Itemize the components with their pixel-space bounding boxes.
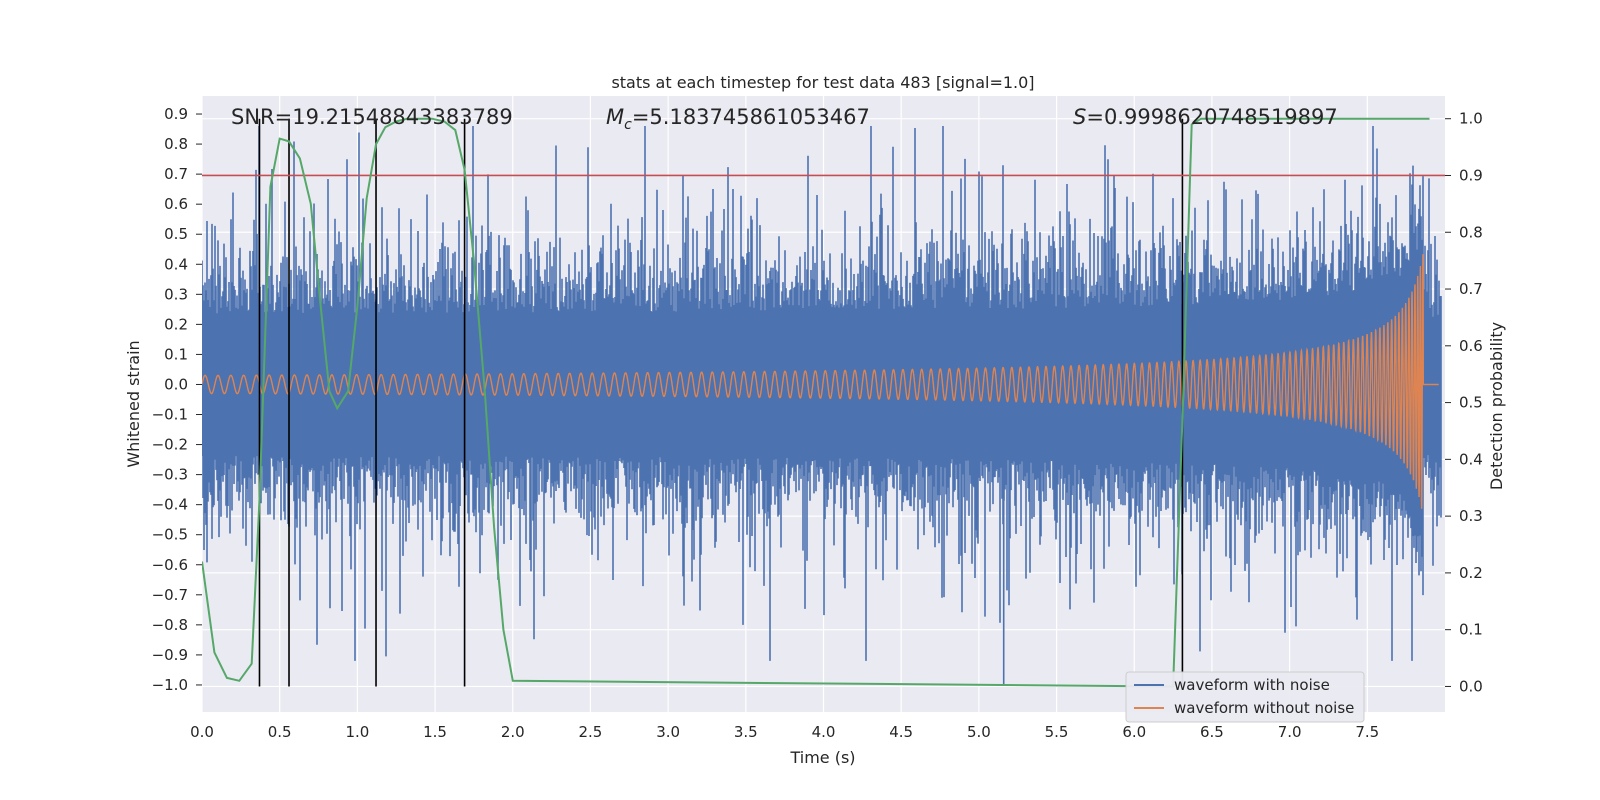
chirp-mass-annotation: Mc=5.183745861053467 [606,105,870,133]
legend-box [1125,671,1365,723]
y2-tick-label-2: 0.2 [1459,564,1483,582]
y2-tick-label-7: 0.7 [1459,280,1483,298]
x-tick-label-3: 1.5 [423,723,447,741]
legend: waveform with noise waveform without noi… [1125,671,1365,723]
x-tick-label-5: 2.5 [579,723,603,741]
y2-tick-label-8: 0.8 [1459,223,1483,241]
legend-label-signal: waveform without noise [1174,699,1354,717]
y-tick-label-4: 0.5 [164,225,188,243]
x-tick-label-15: 7.5 [1355,723,1379,741]
legend-label-noise: waveform with noise [1174,676,1330,694]
y-tick-label-10: −0.1 [152,406,188,424]
y-tick-label-9: 0.0 [164,375,188,393]
x-tick-label-0: 0.0 [190,723,214,741]
y2-tick-label-9: 0.9 [1459,166,1483,184]
y2-axis-label: Detection probability [1487,322,1506,490]
chirp-mass-symbol: M [606,105,624,129]
y-tick-label-7: 0.2 [164,315,188,333]
y2-tick-label-4: 0.4 [1459,450,1483,468]
x-axis-label: Time (s) [789,748,855,767]
y-tick-label-15: −0.6 [152,556,188,574]
plot-area [202,117,1445,688]
x-tick-label-1: 0.5 [268,723,292,741]
y-tick-label-11: −0.2 [152,436,188,454]
chart-title: stats at each timestep for test data 483… [611,73,1034,92]
y2-tick-label-0: 0.0 [1459,677,1483,695]
y-tick-label-8: 0.1 [164,345,188,363]
x-tick-label-6: 3.0 [656,723,680,741]
y-axis-label: Whitened strain [124,340,143,467]
y2-tick-label-5: 0.5 [1459,394,1483,412]
y-tick-label-12: −0.3 [152,466,188,484]
x-tick-label-12: 6.0 [1122,723,1146,741]
y-tick-label-5: 0.4 [164,255,188,273]
y-tick-label-6: 0.3 [164,285,188,303]
y-tick-label-3: 0.6 [164,195,188,213]
score-symbol: S [1073,105,1086,129]
waveform-without-noise-series [202,254,1439,509]
y-tick-label-14: −0.5 [152,526,188,544]
y2-axis-ticks: 0.0 0.1 0.2 0.3 0.4 0.5 0.6 0.7 0.8 0.9 1.0 [1445,110,1483,695]
y-tick-label-16: −0.7 [152,586,188,604]
x-tick-label-9: 4.5 [889,723,913,741]
x-tick-label-13: 6.5 [1200,723,1224,741]
y2-tick-label-6: 0.6 [1459,337,1483,355]
chirp-mass-value: =5.183745861053467 [632,105,870,129]
y-tick-label-18: −0.9 [152,646,188,664]
snr-annotation: SNR=19.21548843383789 [231,105,513,129]
x-tick-label-11: 5.5 [1045,723,1069,741]
y-tick-label-17: −0.8 [152,616,188,634]
x-tick-label-10: 5.0 [967,723,991,741]
y-axis-ticks: 0.9 0.8 0.7 0.6 0.5 0.4 0.3 0.2 0.1 0.0 −0.1 −0.2 −0… [152,105,202,694]
score-value: =0.9998620748519897 [1086,105,1337,129]
y2-tick-label-3: 0.3 [1459,507,1483,525]
x-tick-label-2: 1.0 [345,723,369,741]
y-tick-label-13: −0.4 [152,496,188,514]
y-tick-label-2: 0.7 [164,165,188,183]
y-tick-label-19: −1.0 [152,676,188,694]
chirp-mass-subscript: c [624,117,632,133]
score-annotation: S=0.9998620748519897 [1073,105,1338,129]
y2-tick-label-10: 1.0 [1459,110,1483,128]
x-axis-ticks: 0.0 0.5 1.0 1.5 2.0 2.5 3.0 3.5 4.0 4.5 5.0 5.5 6.0 6… [190,723,1379,741]
x-tick-label-8: 4.0 [812,723,836,741]
detection-probability-series [202,117,1430,688]
y-tick-label-1: 0.8 [164,135,188,153]
x-tick-label-14: 7.0 [1278,723,1302,741]
y2-tick-label-1: 0.1 [1459,621,1483,639]
y-tick-label-0: 0.9 [164,105,188,123]
x-tick-label-7: 3.5 [734,723,758,741]
x-tick-label-4: 2.0 [501,723,525,741]
